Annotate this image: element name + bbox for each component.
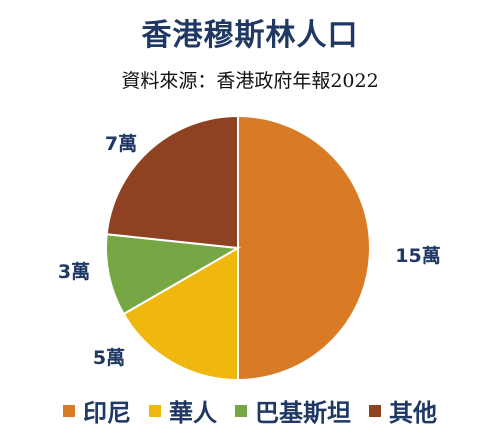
legend-item-4: 其他: [369, 393, 437, 428]
pie-slice-2: [122, 246, 239, 382]
slice-labels: 15萬 5萬 3萬 7萬: [58, 133, 441, 369]
legend-swatch: [369, 404, 381, 417]
slice-label-1: 15萬: [395, 245, 440, 267]
legend-label: 其他: [389, 399, 437, 427]
pie-slices: [105, 114, 371, 382]
pie-slice-1: [237, 114, 371, 382]
legend-item-2: 華人: [149, 393, 217, 428]
chart-subtitle: 資料來源：香港政府年報2022: [121, 70, 379, 92]
chart-title: 香港穆斯林人口: [141, 18, 359, 53]
pie-slice-3: [105, 233, 242, 316]
legend-swatch: [149, 404, 161, 417]
legend-swatch: [63, 404, 75, 417]
legend-label: 巴基斯坦: [255, 399, 351, 427]
legend-label: 華人: [169, 399, 217, 427]
pie-slice-4: [105, 114, 239, 250]
legend-item-3: 巴基斯坦: [235, 393, 351, 428]
legend-label: 印尼: [83, 399, 131, 427]
chart-legend: 印尼 華人 巴基斯坦 其他: [0, 393, 500, 428]
slice-label-3: 3萬: [58, 261, 90, 283]
slice-label-2: 5萬: [93, 347, 125, 369]
legend-item-1: 印尼: [63, 393, 131, 428]
legend-swatch: [235, 404, 247, 417]
slice-label-4: 7萬: [105, 133, 137, 155]
